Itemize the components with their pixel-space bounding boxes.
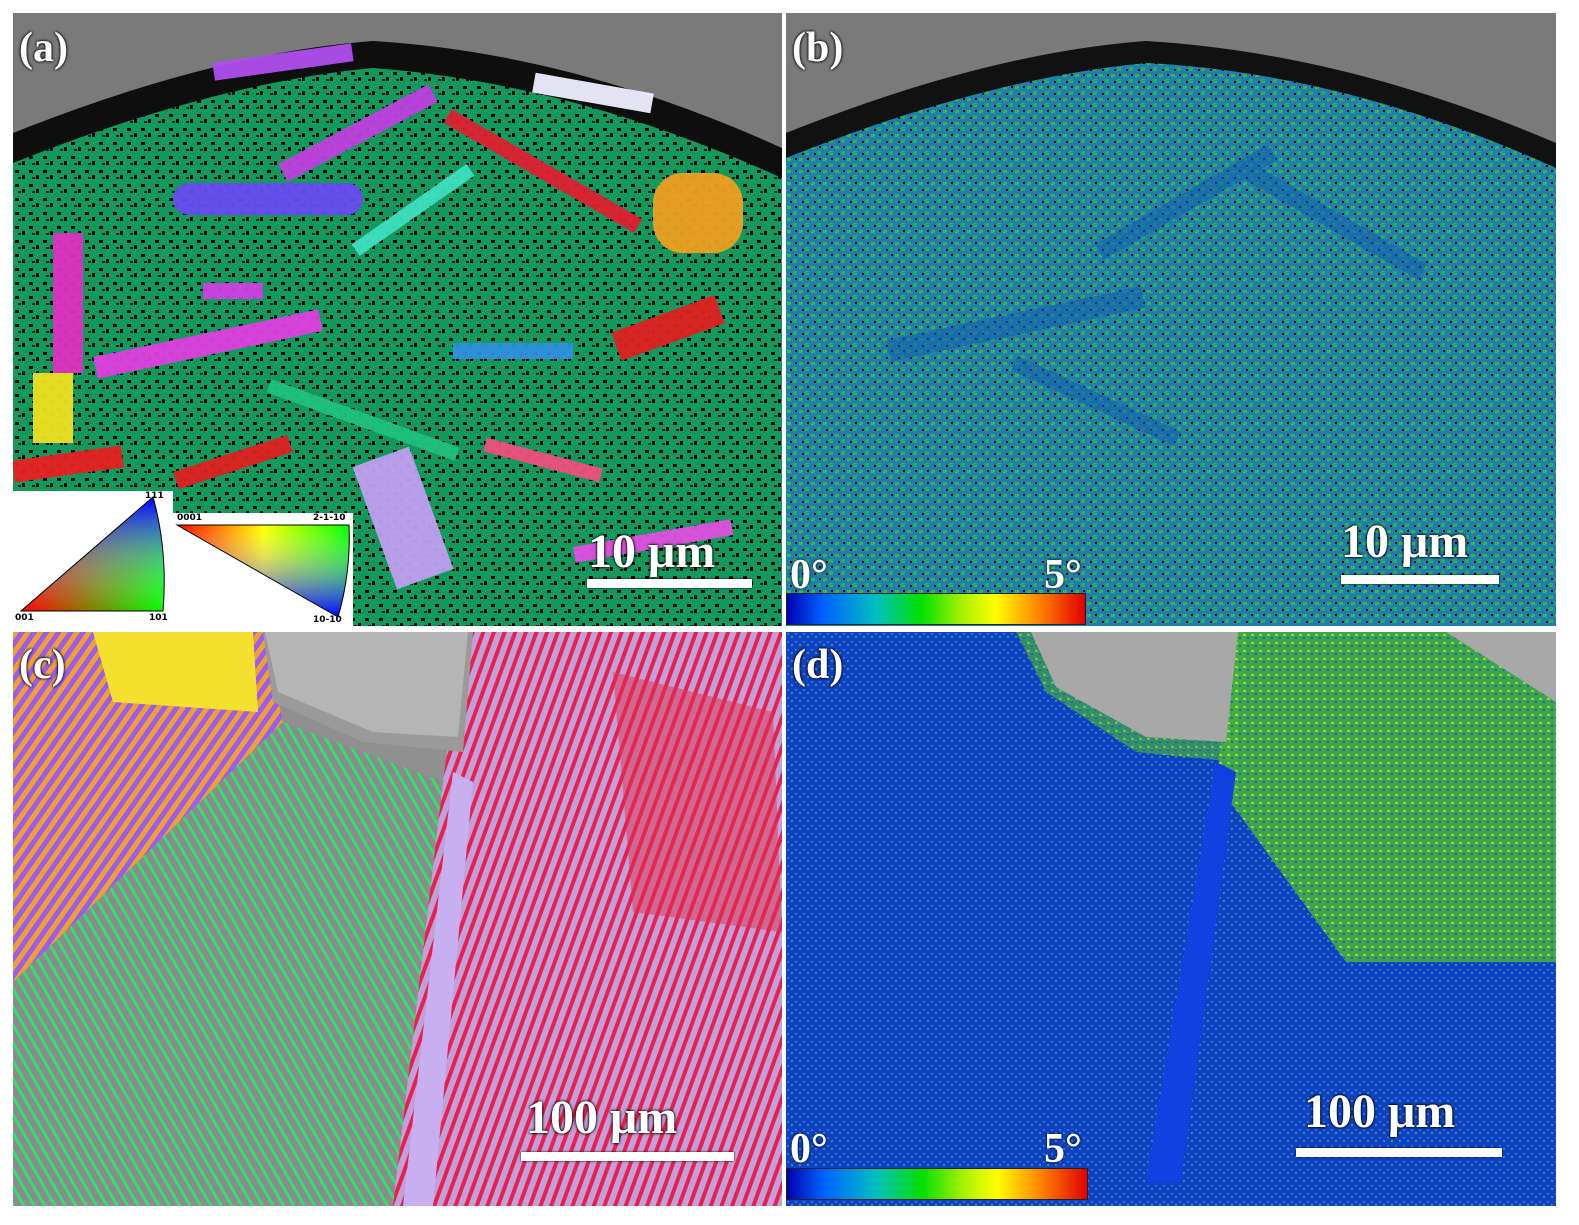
panel-b-kam-map: (b) 10 μm 0° 5° xyxy=(786,13,1556,626)
kam-map-image-b xyxy=(786,13,1556,626)
scale-bar-b xyxy=(1341,575,1499,584)
panel-c-ipf-map: (c) 100 μm xyxy=(13,632,782,1206)
colorbar-b xyxy=(786,593,1086,625)
ipf-cubic-001-label: 001 xyxy=(15,613,34,623)
panel-label-b: (b) xyxy=(792,25,844,71)
ipf-map-image xyxy=(13,13,782,626)
colorbar-max-d: 5° xyxy=(1044,1126,1082,1172)
ipf-map-image-c xyxy=(13,632,782,1206)
panel-d-kam-map: (d) 100 μm 0° 5° xyxy=(786,632,1556,1206)
panel-a-ipf-map: 001 101 111 0001 2-1-10 10-10 (a) 10 μm xyxy=(13,13,782,626)
colorbar-max-b: 5° xyxy=(1044,552,1082,598)
ipf-cubic-111-label: 111 xyxy=(145,491,164,501)
kam-map-image-d xyxy=(786,632,1556,1206)
ipf-hex-0001-label: 0001 xyxy=(177,513,203,523)
scale-bar-label-d: 100 μm xyxy=(1304,1085,1456,1138)
scale-bar-label-c: 100 μm xyxy=(526,1091,678,1144)
scale-bar-label-b: 10 μm xyxy=(1341,515,1469,568)
ipf-cubic-101-label: 101 xyxy=(149,613,168,623)
panel-label-c: (c) xyxy=(19,642,66,688)
colorbar-min-d: 0° xyxy=(790,1126,828,1172)
colorbar-d xyxy=(786,1168,1088,1200)
ipf-hex-2110-label: 2-1-10 xyxy=(313,513,346,523)
scale-bar-c xyxy=(521,1152,734,1161)
panel-label-a: (a) xyxy=(19,25,68,71)
ipf-legend-hex: 0001 2-1-10 10-10 xyxy=(173,513,353,626)
scale-bar-label-a: 10 μm xyxy=(588,525,716,578)
colorbar-min-b: 0° xyxy=(790,552,828,598)
ipf-hex-1010-label: 10-10 xyxy=(313,615,342,625)
scale-bar-d xyxy=(1296,1148,1502,1157)
ipf-triangle-cubic xyxy=(19,496,165,612)
ipf-triangle-hex xyxy=(175,524,350,618)
ipf-legend-cubic: 001 101 111 xyxy=(13,491,173,626)
panel-label-d: (d) xyxy=(792,642,844,688)
scale-bar-a xyxy=(587,579,752,588)
